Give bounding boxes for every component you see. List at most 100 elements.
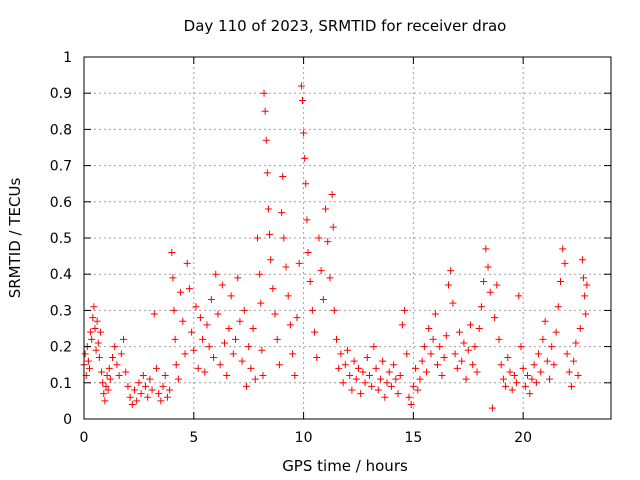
data-point [365, 372, 373, 380]
data-point [306, 277, 314, 285]
data-point [273, 335, 281, 343]
data-point [303, 216, 311, 224]
data-point [172, 361, 180, 369]
data-point [469, 361, 477, 369]
data-point [205, 343, 213, 351]
data-point [565, 368, 573, 376]
data-point [385, 368, 393, 376]
data-point [171, 335, 179, 343]
data-point [229, 350, 237, 358]
data-point [181, 350, 189, 358]
data-point [96, 328, 104, 336]
data-point [497, 361, 505, 369]
data-point [150, 310, 158, 318]
data-point [361, 379, 369, 387]
data-point [207, 296, 215, 304]
data-point [348, 386, 356, 394]
data-point [329, 223, 337, 231]
data-point [394, 390, 402, 398]
data-point [383, 379, 391, 387]
data-point [539, 335, 547, 343]
data-point [475, 325, 483, 332]
data-point [576, 325, 584, 332]
data-point [256, 270, 264, 278]
data-point [513, 379, 521, 387]
data-point [521, 382, 529, 390]
data-point [282, 263, 290, 271]
data-point [447, 267, 455, 275]
data-point [440, 353, 448, 361]
data-point [144, 393, 152, 401]
data-point [203, 321, 211, 329]
data-point [295, 259, 303, 267]
data-points-layer [80, 82, 591, 412]
data-point [438, 372, 446, 380]
data-point [166, 386, 174, 394]
data-point [328, 191, 336, 199]
data-point [179, 317, 187, 325]
data-point [480, 277, 488, 285]
data-point [453, 364, 461, 372]
data-point [300, 129, 308, 137]
data-point [111, 343, 119, 351]
data-point [284, 292, 292, 300]
data-point [524, 372, 532, 380]
data-point [223, 372, 231, 380]
data-point [289, 350, 297, 358]
data-point [344, 346, 351, 354]
data-point [559, 245, 567, 253]
data-point [381, 393, 389, 401]
data-point [293, 314, 301, 322]
data-point [574, 372, 582, 380]
data-point [519, 364, 527, 372]
data-point [458, 357, 466, 365]
data-point [234, 274, 242, 282]
data-point [90, 303, 98, 311]
data-point [352, 375, 360, 383]
data-point [409, 382, 417, 390]
data-point [436, 343, 444, 351]
data-point [120, 335, 128, 343]
data-point [225, 325, 233, 332]
data-point [372, 364, 380, 372]
data-point [462, 375, 470, 383]
data-point [218, 281, 226, 289]
data-point [122, 368, 130, 376]
data-point [431, 310, 439, 318]
data-point [390, 361, 398, 369]
y-axis-label: SRMTID / TECUs [6, 178, 24, 299]
data-point [257, 299, 265, 307]
data-point [445, 281, 453, 289]
data-point [368, 382, 376, 390]
y-tick-label: 0.3 [50, 303, 72, 319]
data-point [85, 364, 93, 372]
data-point [537, 368, 545, 376]
data-point [582, 310, 590, 318]
data-point [427, 350, 435, 358]
data-point [104, 386, 112, 394]
y-tick-label: 0.8 [50, 122, 72, 138]
data-point [346, 372, 354, 380]
data-point [502, 382, 510, 390]
data-point [418, 357, 426, 365]
data-point [113, 361, 121, 369]
data-point [493, 281, 501, 289]
data-point [183, 259, 191, 267]
data-point [414, 386, 422, 394]
data-point [93, 317, 101, 325]
data-point [543, 357, 551, 365]
data-point [87, 328, 95, 336]
data-point [326, 274, 334, 282]
y-tick-label: 0.9 [50, 86, 72, 102]
data-point [236, 317, 244, 325]
y-tick-label: 0.5 [50, 231, 72, 247]
data-point [491, 314, 499, 322]
data-point [317, 267, 325, 275]
data-point [106, 375, 114, 383]
data-point [100, 390, 108, 398]
data-point [249, 325, 257, 332]
y-tick-label: 0.2 [50, 340, 72, 356]
data-point [117, 350, 125, 358]
data-point [152, 364, 160, 372]
